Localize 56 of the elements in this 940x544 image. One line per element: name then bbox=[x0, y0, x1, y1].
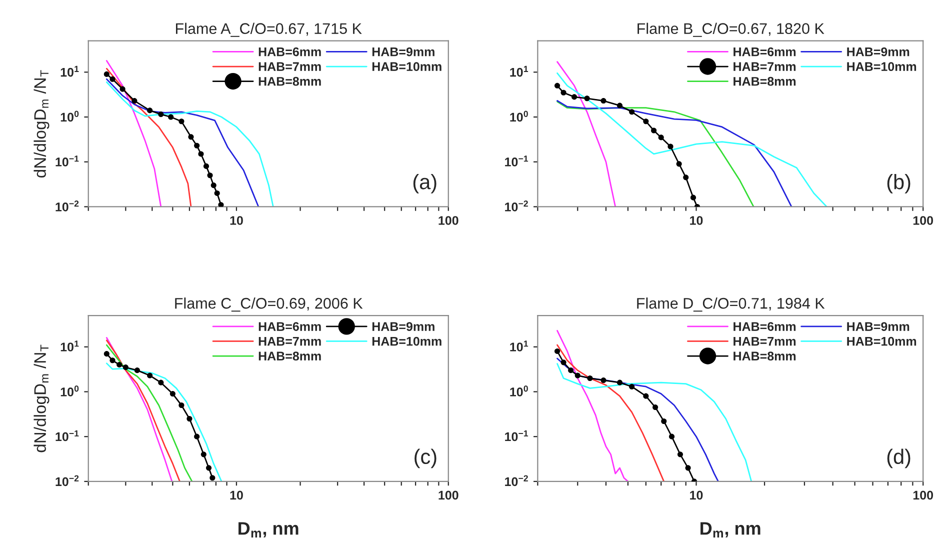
x-tick-label: 100 bbox=[438, 216, 458, 225]
legend-label: HAB=10mm bbox=[847, 62, 916, 72]
x-tick-label: 100 bbox=[913, 490, 933, 500]
y-tick-label: 10$^{−1}$ bbox=[505, 430, 528, 442]
y-tick-label: 10$^{−1}$ bbox=[56, 156, 79, 166]
x-axis-title: D$_{m}$, nm bbox=[238, 522, 298, 538]
y-tick-label: 10$^{1}$ bbox=[510, 66, 528, 77]
y-tick-label: 10$^{1}$ bbox=[60, 66, 79, 77]
annotation: (c) bbox=[414, 448, 436, 468]
legend-label: HAB=9mm bbox=[372, 47, 434, 56]
y-tick-label: 10$^{0}$ bbox=[60, 386, 79, 396]
chart-title: Flame B_C/O=0.67, 1820 K bbox=[638, 22, 824, 37]
chart-title: Flame A_C/O=0.67, 1715 K bbox=[176, 22, 362, 37]
legend-label: HAB=10mm bbox=[372, 336, 442, 346]
annotation: (b) bbox=[887, 174, 910, 194]
x-tick-label: 100 bbox=[438, 490, 458, 500]
y-axis-title: dN/dlogD$_{m}$ /N$_{T}$ bbox=[34, 70, 50, 178]
y-tick-label: 10$^{−1}$ bbox=[56, 430, 79, 442]
annotation: (d) bbox=[887, 448, 910, 468]
y-tick-label: 10$^{0}$ bbox=[60, 110, 79, 122]
y-axis-title: dN/dlogD$_{m}$ /N$_{T}$ bbox=[34, 344, 50, 452]
x-tick-label: 10 bbox=[690, 490, 703, 500]
annotation: (a) bbox=[413, 174, 436, 194]
legend-label: HAB=8mm bbox=[734, 76, 796, 86]
legend-label: HAB=6mm bbox=[258, 322, 321, 331]
x-axis-title: D$_{m}$, nm bbox=[700, 522, 760, 538]
y-tick-label: 10$^{1}$ bbox=[510, 340, 528, 352]
legend-label: HAB=10mm bbox=[847, 336, 916, 346]
legend-label: HAB=8mm bbox=[734, 352, 796, 361]
legend-label: HAB=6mm bbox=[258, 47, 321, 56]
y-tick-label: 10$^{1}$ bbox=[60, 340, 79, 352]
legend-label: HAB=9mm bbox=[847, 47, 910, 56]
x-tick-label: 10 bbox=[690, 216, 703, 225]
y-tick-label: 10$^{−2}$ bbox=[56, 475, 79, 486]
legend-label: HAB=7mm bbox=[258, 337, 321, 346]
legend-label: HAB=9mm bbox=[847, 322, 910, 331]
legend-label: HAB=6mm bbox=[734, 322, 796, 331]
legend-label: HAB=7mm bbox=[258, 62, 321, 71]
y-tick-label: 10$^{−2}$ bbox=[505, 200, 528, 212]
chart-title: Flame D_C/O=0.71, 1984 K bbox=[637, 298, 825, 312]
legend-label: HAB=8mm bbox=[258, 352, 321, 361]
y-tick-label: 10$^{0}$ bbox=[510, 110, 528, 122]
legend-label: HAB=9mm bbox=[372, 322, 434, 331]
x-tick-label: 100 bbox=[913, 216, 933, 225]
legend-label: HAB=7mm bbox=[734, 62, 796, 71]
y-tick-label: 10$^{0}$ bbox=[510, 386, 528, 396]
chart-title: Flame C_C/O=0.69, 2006 K bbox=[175, 298, 363, 312]
x-tick-label: 10 bbox=[230, 216, 243, 225]
legend-label: HAB=10mm bbox=[372, 62, 442, 72]
legend-label: HAB=8mm bbox=[258, 76, 321, 86]
legend-label: HAB=7mm bbox=[734, 337, 796, 346]
y-tick-label: 10$^{−2}$ bbox=[56, 200, 79, 212]
y-tick-label: 10$^{−2}$ bbox=[505, 475, 528, 486]
y-tick-label: 10$^{−1}$ bbox=[505, 156, 528, 166]
x-tick-label: 10 bbox=[230, 490, 243, 500]
legend-label: HAB=6mm bbox=[734, 47, 796, 56]
